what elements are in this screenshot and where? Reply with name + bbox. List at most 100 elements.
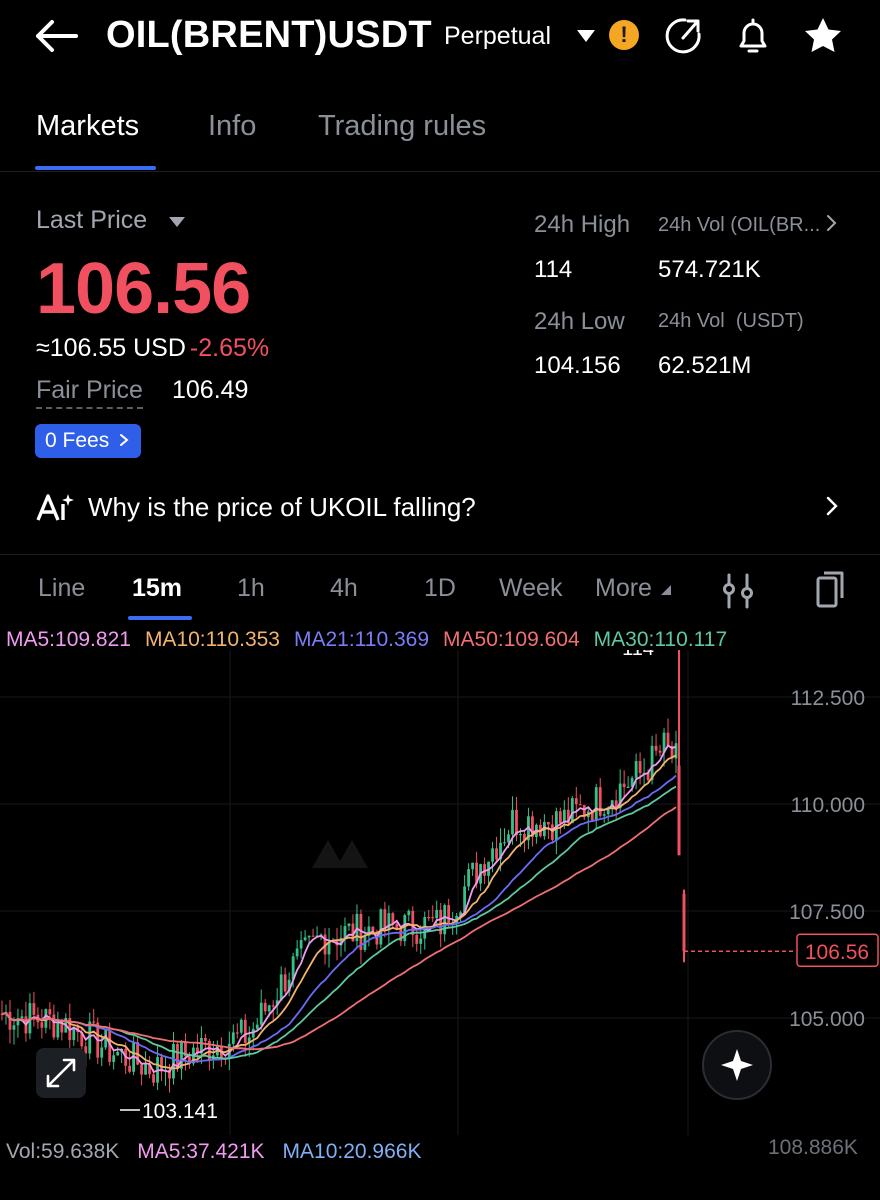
- low-marker-text: 103.141: [142, 1100, 218, 1123]
- ai-sparkle-icon: [36, 494, 74, 521]
- candle-body: [8, 1011, 12, 1030]
- candle-body: [267, 1005, 271, 1012]
- back-arrow-icon[interactable]: [30, 14, 82, 58]
- candle-body: [650, 745, 654, 781]
- candle-body: [546, 821, 550, 825]
- candle-body: [471, 862, 475, 870]
- vol-base-label[interactable]: 24h Vol (OIL(BR...: [658, 214, 821, 236]
- interval-line[interactable]: Line: [38, 574, 86, 602]
- candle-body: [295, 948, 299, 957]
- tab-markets[interactable]: Markets: [36, 110, 140, 142]
- zero-fees-button[interactable]: 0 Fees: [35, 424, 141, 458]
- candle-body: [80, 1031, 84, 1047]
- candle-body: [307, 935, 311, 938]
- insight-text: Why is the price of UKOIL falling?: [88, 492, 476, 522]
- contract-dropdown-icon[interactable]: [576, 29, 596, 43]
- tab-trading-rules[interactable]: Trading rules: [318, 110, 487, 142]
- sparkle-icon: [721, 1049, 753, 1081]
- ai-assistant-button[interactable]: [702, 1030, 772, 1100]
- more-label: More: [595, 574, 652, 602]
- tab-info[interactable]: Info: [208, 110, 257, 142]
- candle-body: [634, 761, 638, 778]
- candle-body: [383, 909, 387, 930]
- candle-body: [562, 809, 566, 823]
- candle-body: [12, 1025, 16, 1030]
- current-price-text: 106.56: [805, 941, 869, 964]
- interval-15m[interactable]: 15m: [132, 574, 183, 602]
- usd-price: ≈106.55 USD: [36, 334, 186, 362]
- moving-averages: [1, 744, 677, 1074]
- candle-body: [148, 1064, 151, 1075]
- candle-body: [447, 905, 451, 925]
- interval-1d[interactable]: 1D: [424, 574, 456, 602]
- candle-body: [550, 824, 554, 841]
- candle-body: [351, 923, 355, 942]
- candle-body: [379, 909, 383, 945]
- candle-body: [247, 1037, 251, 1043]
- candle-body: [407, 910, 411, 916]
- candle-body: [152, 1074, 155, 1083]
- warning-icon[interactable]: !: [609, 20, 639, 50]
- candle-body: [626, 786, 630, 788]
- candle-body: [275, 1000, 279, 1006]
- candle-body: [638, 761, 642, 773]
- chevron-right-icon[interactable]: [826, 214, 838, 232]
- candle-body: [259, 1002, 263, 1025]
- contract-type[interactable]: Perpetual: [444, 22, 552, 50]
- candle-body: [271, 1005, 275, 1007]
- interval-week[interactable]: Week: [499, 574, 563, 602]
- price-type-dropdown-icon[interactable]: [168, 216, 186, 228]
- share-icon[interactable]: [661, 14, 705, 58]
- candle-body: [463, 886, 467, 913]
- candle-body: [658, 750, 662, 753]
- candle-body: [88, 1021, 92, 1054]
- candle-body: [188, 1056, 191, 1064]
- candle-body: [235, 1032, 239, 1034]
- candle-body: [666, 732, 670, 746]
- candle-body: [60, 1021, 64, 1033]
- candle-body: [299, 940, 303, 949]
- candles: [0, 650, 686, 1093]
- interval-4h[interactable]: 4h: [330, 574, 358, 602]
- candle-body: [203, 1037, 207, 1042]
- candle-body: [578, 804, 582, 806]
- pair-title[interactable]: OIL(BRENT)USDT: [106, 14, 432, 56]
- candle-body: [116, 1052, 120, 1056]
- interval-1h[interactable]: 1h: [237, 574, 265, 602]
- y-axis-label: 110.000: [791, 794, 865, 817]
- fair-price: 106.49: [172, 376, 249, 404]
- candle-body: [427, 917, 431, 919]
- chevron-right-icon: [120, 434, 129, 446]
- bell-icon[interactable]: [731, 14, 775, 58]
- candle-body: [558, 811, 562, 823]
- candle-body: [196, 1047, 199, 1054]
- price-insight-row[interactable]: Why is the price of UKOIL falling?: [0, 480, 880, 536]
- price-change: -2.65%: [189, 334, 270, 362]
- last-price-label[interactable]: Last Price: [36, 206, 148, 234]
- vol-quote-value: 62.521M: [658, 352, 752, 379]
- expand-chart-button[interactable]: [36, 1048, 86, 1098]
- last-price: 106.56: [36, 249, 251, 329]
- candle-body: [590, 811, 594, 821]
- current-price-line: 106.56: [684, 933, 879, 967]
- candle-body: [243, 1019, 247, 1043]
- candle-body: [239, 1019, 243, 1033]
- candle-body: [0, 1013, 4, 1015]
- fair-price-label[interactable]: Fair Price: [36, 376, 143, 409]
- chart-grid: [0, 650, 880, 1135]
- candle-body: [32, 1003, 36, 1015]
- ma-legend: MA5:109.821 MA10:110.353 MA21:110.369 MA50:…: [6, 628, 741, 652]
- candle-body: [602, 814, 606, 816]
- candle-body: [646, 772, 650, 781]
- chart-layout-icon[interactable]: [810, 570, 850, 610]
- candle-body: [570, 798, 574, 824]
- candle-body: [582, 805, 586, 818]
- indicator-settings-icon[interactable]: [718, 572, 758, 610]
- candle-body: [499, 842, 502, 860]
- interval-more[interactable]: More: [595, 574, 672, 603]
- favorite-star-icon[interactable]: [801, 14, 845, 58]
- candle-body: [622, 783, 626, 788]
- active-interval-indicator: [128, 616, 192, 620]
- ma21-value: MA21:110.369: [293, 628, 430, 651]
